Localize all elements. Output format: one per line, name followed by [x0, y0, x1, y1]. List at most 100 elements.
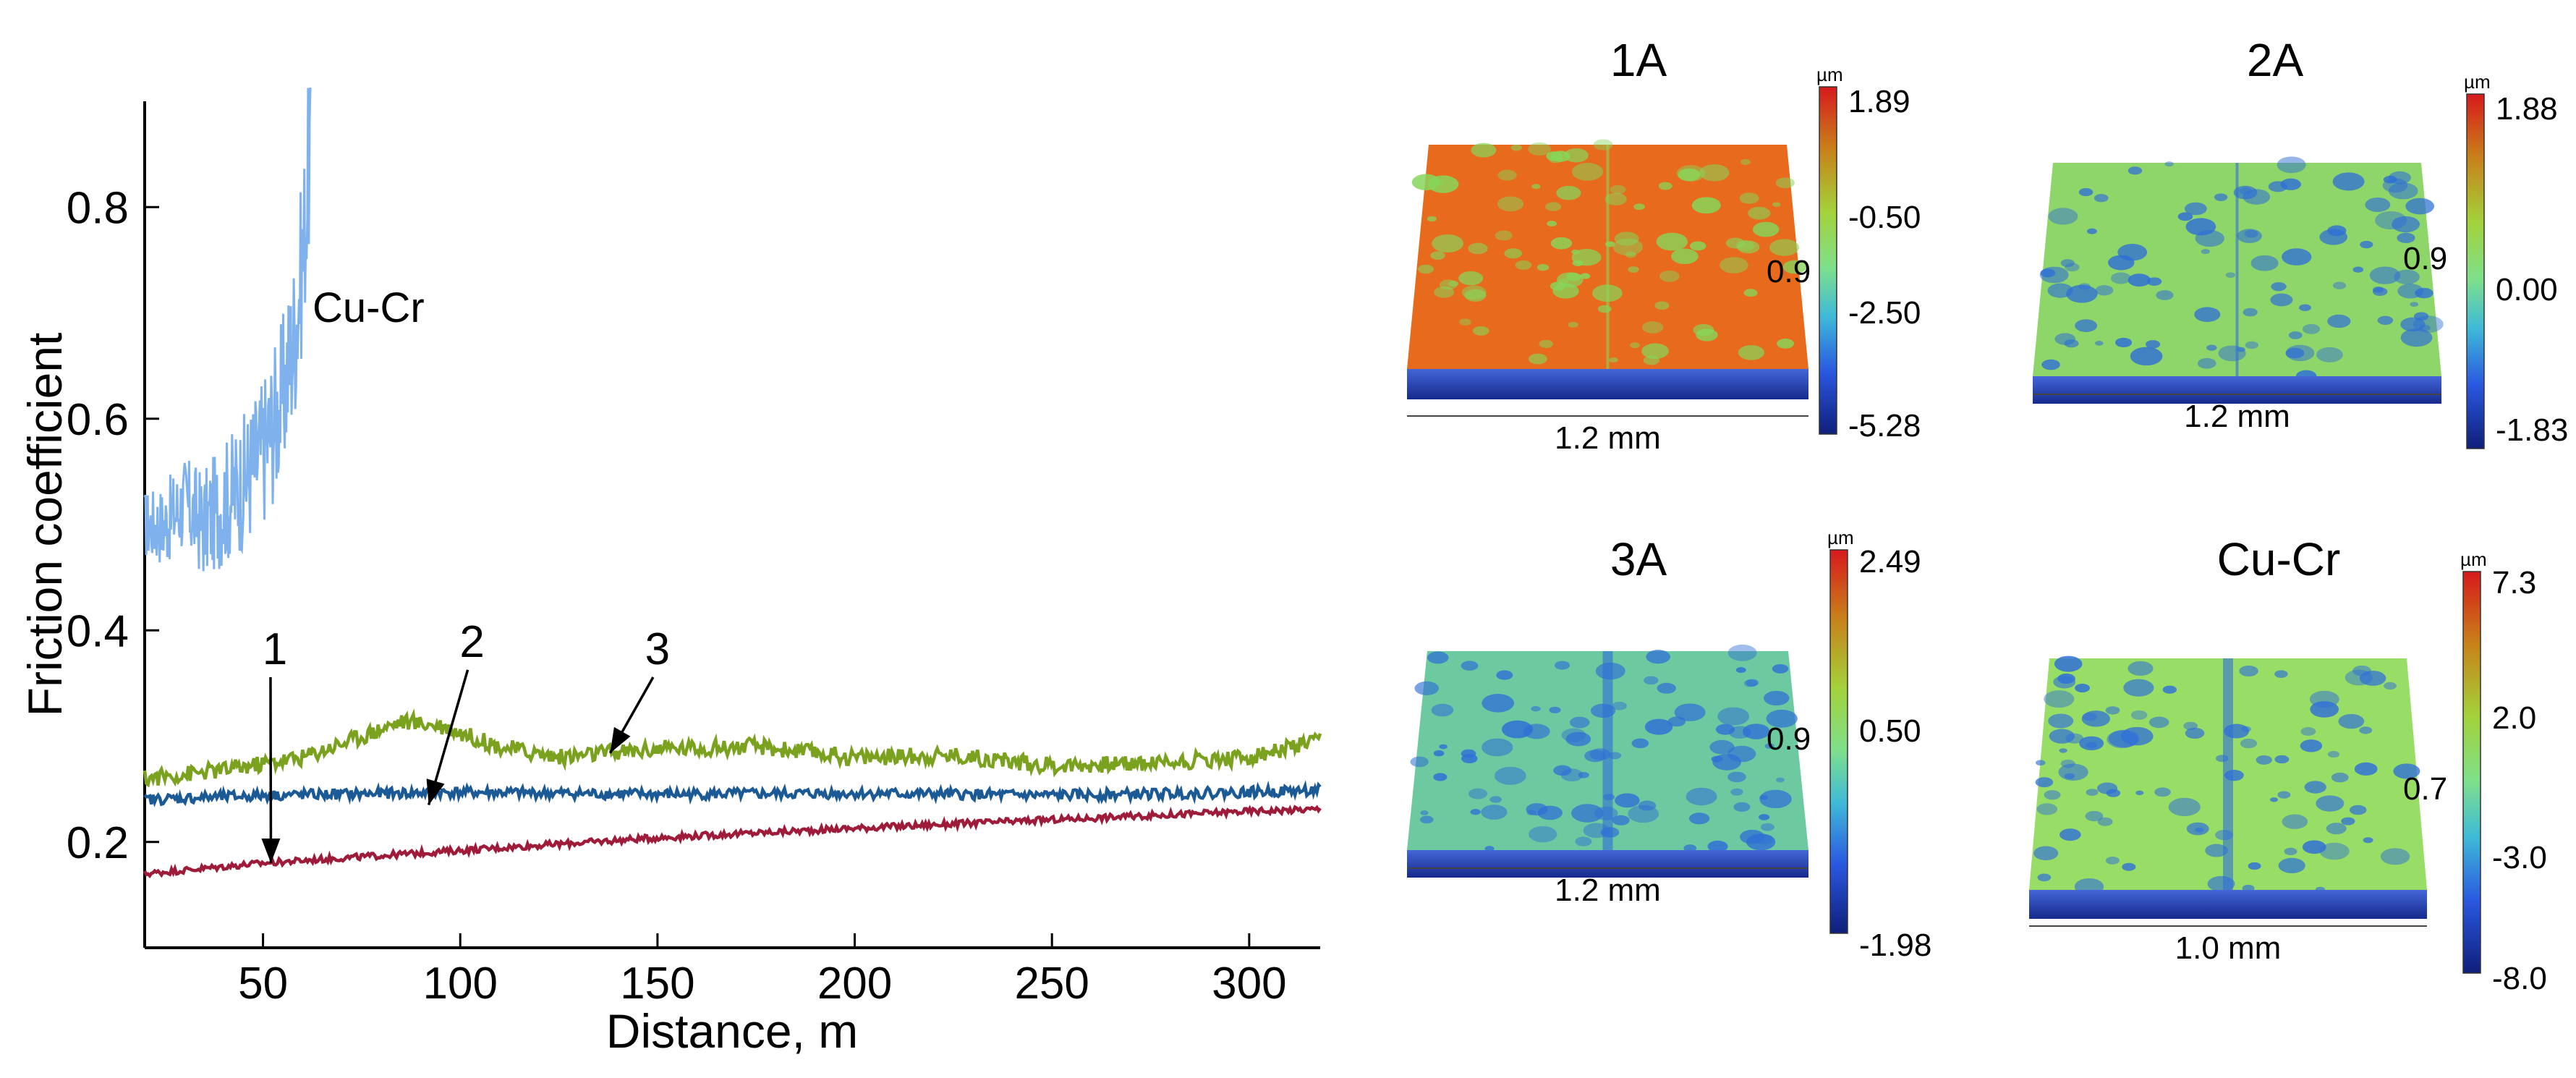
surface-spot	[1531, 184, 1541, 190]
surface-spot	[2400, 317, 2426, 332]
surface-spot	[2148, 716, 2169, 729]
colorbar-tick: -1.83	[2496, 412, 2568, 448]
surface-spot	[2214, 193, 2228, 201]
surface-spot	[1696, 328, 1718, 341]
surface-spot	[1593, 139, 1613, 150]
annotation-label-2: 2	[459, 617, 484, 667]
surface-spot	[2075, 684, 2091, 693]
surface-spot	[1545, 202, 1562, 211]
surface-spot	[2186, 822, 2209, 836]
surface-spot	[1433, 773, 1448, 781]
surface-spot	[1727, 644, 1757, 661]
surface-spot	[2319, 842, 2350, 860]
surface-spot	[1740, 158, 1751, 165]
surface-spot	[2363, 837, 2373, 844]
surface-spot	[1743, 289, 1758, 297]
surface-spot	[1536, 263, 1550, 271]
x-tick-label: 100	[423, 959, 498, 1009]
annotation-arrow-head	[261, 838, 281, 863]
surface-spot	[2168, 797, 2201, 817]
surface-spot	[2197, 357, 2216, 369]
surface-spot	[1612, 701, 1628, 710]
surface-spot	[2327, 225, 2347, 237]
surface-spot	[1439, 744, 1448, 750]
surface-spot	[1638, 800, 1657, 811]
surface-spot	[1528, 142, 1552, 156]
surface-spot	[2338, 713, 2365, 729]
surface-texture	[2033, 655, 2420, 896]
surface-spot	[1776, 777, 1785, 783]
surface-spot	[1432, 234, 1464, 253]
y-tick-label: 0.2	[67, 818, 129, 868]
surface-spot	[2377, 315, 2394, 325]
surface-spot	[1766, 709, 1798, 728]
surface-spot	[2130, 710, 2148, 720]
surface-spot	[2400, 328, 2433, 347]
y-axis-label: Friction coefficient	[18, 333, 72, 717]
surface-spot	[1537, 805, 1563, 820]
y-tick-label: 0.8	[67, 183, 129, 233]
y-tick-label: 0.4	[67, 606, 129, 656]
surface-spot	[2245, 341, 2258, 349]
width-label: 1.2 mm	[1555, 873, 1661, 908]
surface-spot	[1644, 718, 1673, 735]
surface-spot	[2285, 344, 2315, 362]
depth-label: 0.9	[1767, 254, 1811, 289]
surface-spot	[2327, 314, 2351, 328]
surface-spot	[1489, 796, 1502, 803]
surface-base	[2029, 890, 2427, 919]
surface-spot	[1644, 676, 1659, 685]
surface-spot	[2380, 848, 2410, 865]
surface-spot	[2044, 690, 2075, 708]
annotation-arrow-head	[610, 726, 631, 753]
colorbar-tick: 1.89	[1848, 84, 1910, 119]
surface-spot	[1496, 670, 1513, 680]
colorbar-unit: µm	[2460, 548, 2487, 570]
colorbar-tick: -0.50	[1848, 200, 1921, 235]
surface-spot	[1759, 814, 1770, 820]
surface-spot	[1674, 703, 1706, 721]
surface-spot	[1472, 326, 1489, 336]
surface-spot	[1468, 242, 1488, 255]
surface-spot	[2060, 259, 2075, 268]
surface-spot	[1482, 694, 1515, 713]
surface-spot	[1631, 738, 1649, 749]
surface-spot	[2383, 175, 2397, 184]
surface-spot	[2332, 172, 2365, 191]
surface-spot	[2185, 727, 2205, 739]
surface-spot	[1550, 281, 1566, 291]
surface-spot	[2123, 679, 2154, 697]
surface-spot	[1610, 184, 1626, 195]
surface-spot	[1461, 661, 1479, 671]
surface-spot	[2233, 185, 2258, 200]
surface-spot	[2405, 198, 2435, 215]
surface-spot	[2105, 856, 2120, 865]
surface-spot	[2218, 345, 2246, 362]
surface-spot	[2036, 803, 2058, 815]
surface-spot	[2277, 791, 2291, 799]
surface-spot	[2036, 760, 2046, 766]
colorbar-tick: -5.28	[1848, 408, 1921, 443]
surface-spot	[2365, 198, 2391, 212]
surface-spot	[2332, 281, 2347, 289]
surface-spot	[1569, 716, 1590, 729]
surface-spot	[2354, 762, 2378, 776]
surface-spot	[1735, 667, 1746, 674]
surface-spot	[2277, 156, 2306, 174]
surface-spot	[2349, 805, 2367, 815]
surface-spot	[1528, 353, 1547, 365]
surface-spot	[2048, 208, 2078, 225]
colorbar-tick: 2.49	[1859, 544, 1921, 580]
surface-spot	[2280, 178, 2301, 190]
series-line-2	[143, 780, 1322, 808]
surface-spot	[1772, 202, 1781, 207]
surface-spot	[1571, 804, 1604, 823]
surface-spot	[1504, 248, 1523, 259]
surface-spot	[1659, 270, 1680, 282]
surface-spot	[2410, 302, 2419, 307]
surface-spot	[2059, 828, 2081, 841]
surface-spot	[1740, 829, 1765, 844]
surface-spot	[1427, 216, 1437, 222]
surface-spot	[2115, 337, 2133, 348]
surface-spot	[1656, 232, 1688, 251]
